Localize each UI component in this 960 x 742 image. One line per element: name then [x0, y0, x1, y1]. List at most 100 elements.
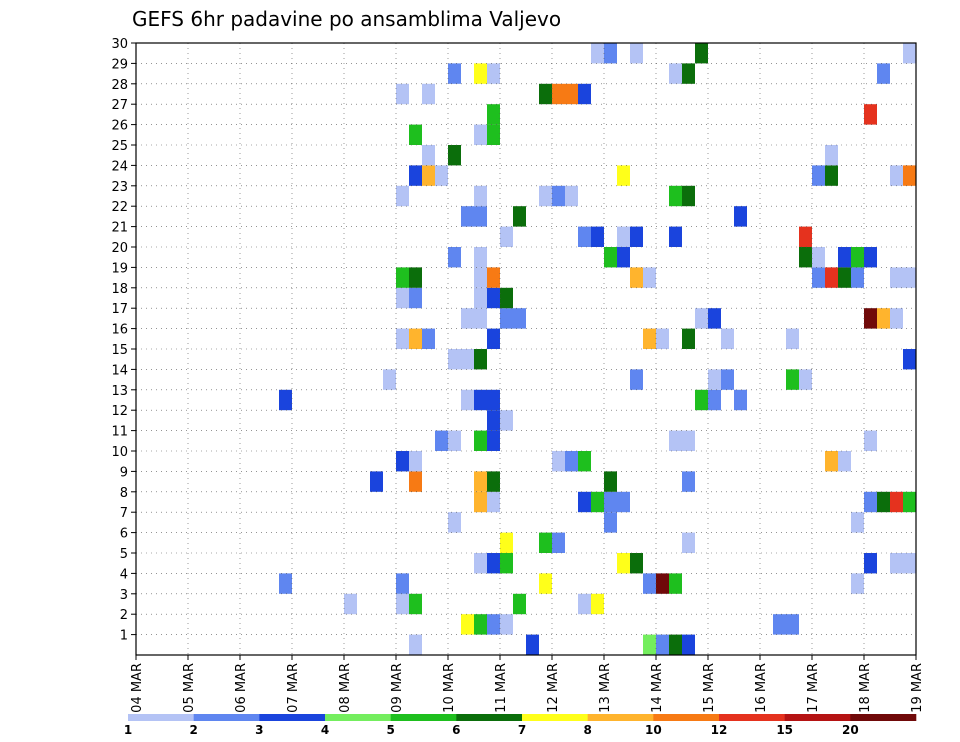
heatmap-cell — [773, 614, 786, 635]
y-tick-label: 10 — [111, 445, 128, 460]
x-tick-label: 14 MAR — [650, 663, 665, 713]
x-tick-label: 17 MAR — [806, 663, 821, 713]
y-tick-label: 6 — [120, 527, 128, 542]
heatmap-cell — [799, 247, 812, 268]
heatmap-cell — [864, 491, 877, 513]
heatmap-cell — [656, 634, 669, 655]
heatmap-cell — [474, 491, 487, 513]
heatmap-cell — [786, 614, 799, 635]
heatmap-cell — [500, 614, 513, 635]
colorbar-label: 1 — [124, 723, 132, 737]
heatmap-cell — [435, 165, 448, 186]
heatmap-cell — [500, 287, 513, 309]
heatmap-cell — [513, 206, 526, 227]
heatmap-cell — [812, 247, 825, 268]
heatmap-cell — [669, 226, 682, 247]
x-tick-label: 16 MAR — [754, 663, 769, 713]
heatmap-cell — [695, 308, 708, 329]
heatmap-cell — [474, 308, 487, 329]
heatmap-cell — [604, 471, 617, 492]
heatmap-cell — [513, 593, 526, 615]
colorbar-swatch — [784, 714, 851, 721]
heatmap-cell — [617, 491, 630, 513]
colorbar-swatch — [325, 714, 391, 721]
heatmap-cell — [552, 451, 565, 472]
heatmap-cell — [630, 267, 643, 288]
heatmap-cell — [682, 634, 695, 655]
heatmap-cell — [448, 430, 461, 451]
heatmap-cell — [487, 410, 500, 431]
x-tick-label: 07 MAR — [286, 663, 301, 713]
heatmap-cell — [578, 226, 591, 247]
heatmap-cell — [903, 165, 916, 186]
colorbar-label: 6 — [452, 723, 460, 737]
heatmap-cell — [474, 247, 487, 268]
colorbar-swatch — [653, 714, 720, 721]
y-tick-label: 28 — [111, 78, 128, 93]
heatmap-cell — [409, 124, 422, 145]
heatmap-cell — [461, 206, 474, 227]
colorbar-label: 8 — [583, 723, 591, 737]
heatmap-cell — [812, 267, 825, 288]
y-tick-label: 20 — [111, 241, 128, 256]
heatmap-cell — [539, 83, 552, 105]
heatmap-cell — [617, 247, 630, 268]
heatmap-cell — [591, 491, 604, 513]
heatmap-cell — [487, 104, 500, 125]
heatmap-cell — [409, 165, 422, 186]
heatmap-cell — [851, 247, 864, 268]
x-axis: 04 MAR 05 MAR 06 MAR 07 MAR 08 MAR 09 MAR 10 M… — [130, 655, 925, 713]
y-tick-label: 29 — [111, 57, 128, 72]
heatmap-cell — [851, 267, 864, 288]
heatmap-cell — [461, 349, 474, 370]
heatmap-cell — [500, 553, 513, 574]
heatmap-cell — [630, 553, 643, 574]
heatmap-cell — [474, 124, 487, 145]
heatmap-cell — [825, 145, 838, 166]
colorbar-label: 12 — [711, 723, 728, 737]
heatmap-cell — [682, 63, 695, 84]
heatmap-cell — [474, 63, 487, 84]
y-axis: 1234567891011121314151617181920212223242… — [111, 37, 136, 644]
y-tick-label: 17 — [111, 302, 128, 317]
heatmap-cell — [539, 185, 552, 207]
heatmap-cell — [890, 308, 903, 329]
heatmap-cell — [474, 553, 487, 574]
colorbar-label: 4 — [321, 723, 329, 737]
heatmap-cell — [682, 430, 695, 451]
y-tick-label: 14 — [111, 363, 128, 378]
heatmap-cell — [903, 553, 916, 574]
heatmap-cell — [409, 634, 422, 655]
heatmap-cell — [461, 614, 474, 635]
colorbar-swatch — [522, 714, 588, 721]
heatmap-cell — [864, 247, 877, 268]
y-tick-label: 11 — [111, 425, 128, 440]
colorbar-swatch — [456, 714, 523, 721]
heatmap-cell — [370, 471, 383, 492]
heatmap-cell — [409, 287, 422, 309]
colorbar-label: 20 — [842, 723, 859, 737]
y-tick-label: 27 — [111, 98, 128, 113]
chart-title: GEFS 6hr padavine po ansamblima Valjevo — [132, 7, 561, 31]
x-tick-label: 19 MAR — [910, 663, 925, 713]
heatmap-cell — [409, 328, 422, 349]
colorbar-swatch — [719, 714, 785, 721]
heatmap-cell — [435, 430, 448, 451]
heatmap-cell — [422, 165, 435, 186]
heatmap-cell — [591, 226, 604, 247]
heatmap-cell — [708, 389, 721, 411]
heatmap-cell — [604, 43, 617, 64]
heatmap-cell — [669, 573, 682, 594]
y-tick-label: 24 — [111, 159, 128, 174]
heatmap-cell — [409, 267, 422, 288]
colorbar-label: 2 — [189, 723, 197, 737]
heatmap-cell — [422, 328, 435, 349]
heatmap-cell — [617, 226, 630, 247]
heatmap-cell — [578, 593, 591, 615]
heatmap-cell — [487, 287, 500, 309]
heatmap-cell — [877, 491, 890, 513]
heatmap-cell — [526, 634, 539, 655]
y-tick-label: 12 — [111, 404, 128, 419]
colorbar-label: 5 — [386, 723, 394, 737]
heatmap-cell — [903, 491, 916, 513]
